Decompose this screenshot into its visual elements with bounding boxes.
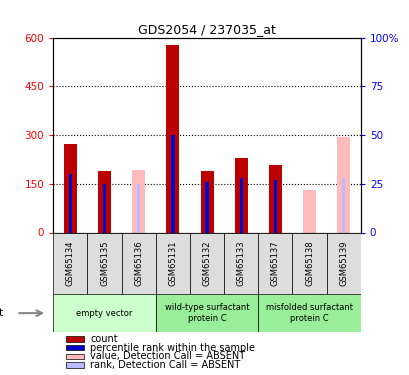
Bar [326, 232, 360, 294]
Bar [302, 190, 315, 232]
Text: GSM65133: GSM65133 [236, 241, 245, 286]
Text: misfolded surfactant
protein C: misfolded surfactant protein C [265, 303, 352, 323]
Bar [268, 165, 281, 232]
Text: agent: agent [0, 308, 4, 318]
Bar [98, 171, 111, 232]
Text: empty vector: empty vector [76, 309, 133, 318]
Bar [64, 144, 77, 232]
Text: wild-type surfactant
protein C: wild-type surfactant protein C [164, 303, 249, 323]
Bar [53, 294, 155, 332]
Title: GDS2054 / 237035_at: GDS2054 / 237035_at [138, 23, 275, 36]
Bar [341, 178, 344, 232]
Bar [132, 170, 145, 232]
Bar [65, 362, 84, 368]
Text: GSM65136: GSM65136 [134, 241, 143, 286]
Bar [121, 232, 155, 294]
Bar [65, 336, 84, 342]
Bar [69, 174, 72, 232]
Text: GSM65132: GSM65132 [202, 241, 211, 286]
Bar [292, 232, 326, 294]
Bar [336, 136, 349, 232]
Bar [224, 232, 258, 294]
Bar [205, 182, 208, 232]
Bar [258, 294, 360, 332]
Bar [258, 232, 292, 294]
Bar [87, 232, 121, 294]
Text: percentile rank within the sample: percentile rank within the sample [90, 343, 254, 352]
Bar [239, 178, 242, 232]
Bar [155, 232, 189, 294]
Text: rank, Detection Call = ABSENT: rank, Detection Call = ABSENT [90, 360, 240, 370]
Bar [166, 45, 179, 232]
Bar [103, 184, 106, 232]
Text: GSM65131: GSM65131 [168, 241, 177, 286]
Bar [155, 294, 258, 332]
Text: GSM65134: GSM65134 [66, 241, 75, 286]
Bar [53, 232, 87, 294]
Bar [65, 354, 84, 359]
Text: GSM65135: GSM65135 [100, 241, 109, 286]
Bar [137, 184, 140, 232]
Bar [234, 158, 247, 232]
Text: value, Detection Call = ABSENT: value, Detection Call = ABSENT [90, 351, 245, 361]
Text: GSM65139: GSM65139 [338, 241, 347, 286]
Bar [273, 180, 276, 232]
Bar [189, 232, 224, 294]
Text: GSM65137: GSM65137 [270, 241, 279, 286]
Text: count: count [90, 334, 117, 344]
Bar [200, 171, 213, 232]
Bar [171, 135, 174, 232]
Text: GSM65138: GSM65138 [304, 241, 313, 286]
Bar [65, 345, 84, 350]
